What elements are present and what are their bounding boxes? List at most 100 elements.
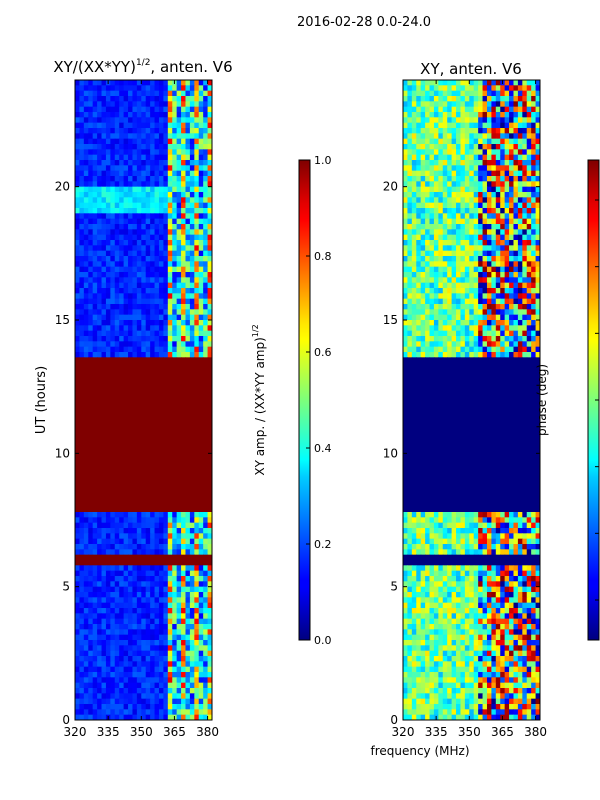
heatmap-cell (509, 96, 515, 102)
heatmap-cell (522, 202, 528, 209)
heatmap-cell (88, 256, 94, 262)
heatmap-cell (136, 256, 142, 262)
heatmap-cell (92, 309, 98, 316)
heatmap-cell (535, 234, 540, 241)
heatmap-cell (198, 693, 204, 700)
heatmap-cell (145, 538, 151, 545)
heatmap-cell (198, 144, 204, 150)
heatmap-cell (500, 266, 506, 273)
heatmap-cell (79, 400, 85, 406)
heatmap-cell (92, 229, 98, 236)
heatmap-cell (185, 714, 191, 720)
heatmap-cell (92, 170, 98, 177)
heatmap-cell (429, 266, 435, 273)
heatmap-cell (181, 410, 187, 417)
heatmap-cell (456, 197, 462, 204)
heatmap-cell (172, 149, 178, 156)
heatmap-cell (504, 144, 510, 150)
heatmap-cell (420, 240, 426, 246)
heatmap-cell (154, 698, 160, 705)
heatmap-cell (451, 234, 457, 241)
heatmap-cell (425, 80, 431, 86)
heatmap-cell (172, 634, 178, 641)
heatmap-cell (75, 261, 81, 268)
heatmap-cell (75, 202, 81, 209)
heatmap-cell (114, 138, 120, 145)
heatmap-cell (460, 213, 466, 220)
heatmap-cell (88, 645, 94, 652)
heatmap-cell (136, 181, 142, 188)
heatmap-cell (456, 245, 462, 252)
heatmap-cell (158, 160, 164, 166)
heatmap-cell (509, 170, 515, 177)
heatmap-cell (79, 272, 85, 278)
heatmap-cell (163, 634, 169, 641)
heatmap-cell (97, 672, 103, 678)
heatmap-cell (83, 672, 89, 678)
heatmap-cell (491, 229, 497, 236)
heatmap-cell (504, 256, 510, 262)
heatmap-cell (136, 245, 142, 252)
heatmap-cell (189, 474, 195, 481)
heatmap-cell (172, 341, 178, 348)
heatmap-cell (97, 581, 103, 588)
heatmap-cell (114, 352, 120, 358)
heatmap-cell (88, 170, 94, 177)
heatmap-cell (123, 288, 129, 294)
heatmap-cell (189, 160, 195, 166)
heatmap-cell (189, 432, 195, 438)
heatmap-cell (75, 421, 81, 428)
heatmap-cell (123, 261, 129, 268)
heatmap-cell (101, 448, 107, 454)
heatmap-cell (105, 176, 111, 182)
heatmap-cell (75, 554, 81, 561)
heatmap-cell (110, 581, 116, 588)
heatmap-cell (101, 293, 107, 300)
heatmap-cell (478, 256, 484, 262)
heatmap-cell (198, 394, 204, 401)
heatmap-cell (207, 149, 212, 156)
heatmap-cell (194, 410, 200, 417)
heatmap-cell (105, 394, 111, 401)
heatmap-cell (110, 442, 116, 449)
heatmap-cell (114, 282, 120, 289)
heatmap-cell (425, 90, 431, 97)
heatmap-cell (172, 309, 178, 316)
heatmap-cell (88, 261, 94, 268)
heatmap-cell (513, 106, 519, 113)
heatmap-cell (198, 122, 204, 129)
heatmap-cell (522, 197, 528, 204)
heatmap-cell (136, 234, 142, 241)
heatmap-cell (136, 592, 142, 598)
heatmap-cell (97, 490, 103, 497)
heatmap-cell (451, 138, 457, 145)
heatmap-cell (167, 266, 173, 273)
heatmap-cell (123, 181, 129, 188)
heatmap-cell (123, 650, 129, 657)
heatmap-cell (203, 133, 209, 140)
heatmap-cell (504, 234, 510, 241)
heatmap-cell (203, 170, 209, 177)
heatmap-cell (495, 282, 501, 289)
heatmap-cell (163, 469, 169, 476)
heatmap-cell (110, 485, 116, 492)
heatmap-cell (531, 234, 537, 241)
heatmap-cell (203, 165, 209, 172)
heatmap-cell (203, 581, 209, 588)
heatmap-cell (128, 645, 134, 652)
heatmap-cell (433, 261, 439, 268)
heatmap-cell (425, 266, 431, 273)
heatmap-cell (460, 149, 466, 156)
heatmap-cell (185, 176, 191, 182)
heatmap-cell (119, 554, 125, 561)
heatmap-cell (101, 96, 107, 102)
heatmap-cell (500, 101, 506, 108)
heatmap-cell (105, 181, 111, 188)
heatmap-cell (429, 138, 435, 145)
heatmap-cell (119, 176, 125, 182)
heatmap-cell (203, 645, 209, 652)
heatmap-cell (154, 320, 160, 326)
heatmap-cell (403, 282, 409, 289)
heatmap-cell (105, 330, 111, 337)
heatmap-cell (92, 389, 98, 396)
